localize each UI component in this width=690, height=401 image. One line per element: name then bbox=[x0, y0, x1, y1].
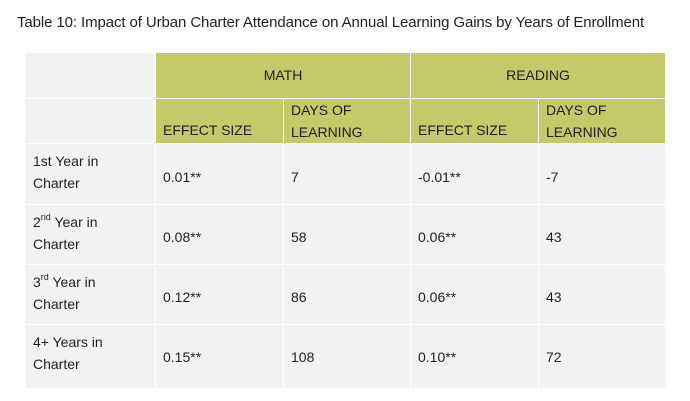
reading-days-cell: 72 bbox=[546, 349, 562, 365]
column-divider bbox=[155, 53, 156, 388]
reading-days-cell: 43 bbox=[546, 229, 562, 245]
math-group-header: MATH bbox=[156, 53, 410, 98]
math-effect-cell: 0.15** bbox=[163, 349, 202, 365]
results-table: MATH READING EFFECT SIZE DAYS OF LEARNIN… bbox=[25, 53, 665, 388]
math-days-header: DAYS OF LEARNING bbox=[284, 99, 410, 143]
reading-effect-size-header: EFFECT SIZE bbox=[411, 99, 538, 143]
math-days-cell: 7 bbox=[291, 169, 299, 185]
row-divider bbox=[25, 204, 665, 205]
row-divider bbox=[25, 143, 665, 144]
reading-effect-cell: -0.01** bbox=[418, 169, 461, 185]
reading-days-header: DAYS OF LEARNING bbox=[539, 99, 665, 143]
math-days-cell: 86 bbox=[291, 289, 307, 305]
math-days-cell: 108 bbox=[291, 349, 315, 365]
row-label: 3rd Year in Charter bbox=[33, 272, 96, 312]
row-label: 4+ Years in Charter bbox=[33, 334, 103, 372]
math-effect-cell: 0.08** bbox=[163, 229, 202, 245]
row-label: 2nd Year in Charter bbox=[33, 212, 98, 252]
math-effect-cell: 0.01** bbox=[163, 169, 202, 185]
reading-days-cell: 43 bbox=[546, 289, 562, 305]
reading-effect-cell: 0.10** bbox=[418, 349, 457, 365]
row-divider bbox=[25, 324, 665, 325]
reading-effect-cell: 0.06** bbox=[418, 289, 457, 305]
column-divider bbox=[410, 53, 411, 388]
row-label: 1st Year in Charter bbox=[33, 153, 99, 191]
math-effect-cell: 0.12** bbox=[163, 289, 202, 305]
column-divider bbox=[283, 99, 284, 388]
reading-days-cell: -7 bbox=[546, 169, 559, 185]
row-divider bbox=[25, 264, 665, 265]
row-divider bbox=[25, 98, 665, 99]
math-effect-size-header: EFFECT SIZE bbox=[156, 99, 283, 143]
table-caption: Table 10: Impact of Urban Charter Attend… bbox=[17, 14, 645, 31]
reading-group-header: READING bbox=[411, 53, 665, 98]
reading-effect-cell: 0.06** bbox=[418, 229, 457, 245]
column-divider bbox=[538, 99, 539, 388]
math-days-cell: 58 bbox=[291, 229, 307, 245]
